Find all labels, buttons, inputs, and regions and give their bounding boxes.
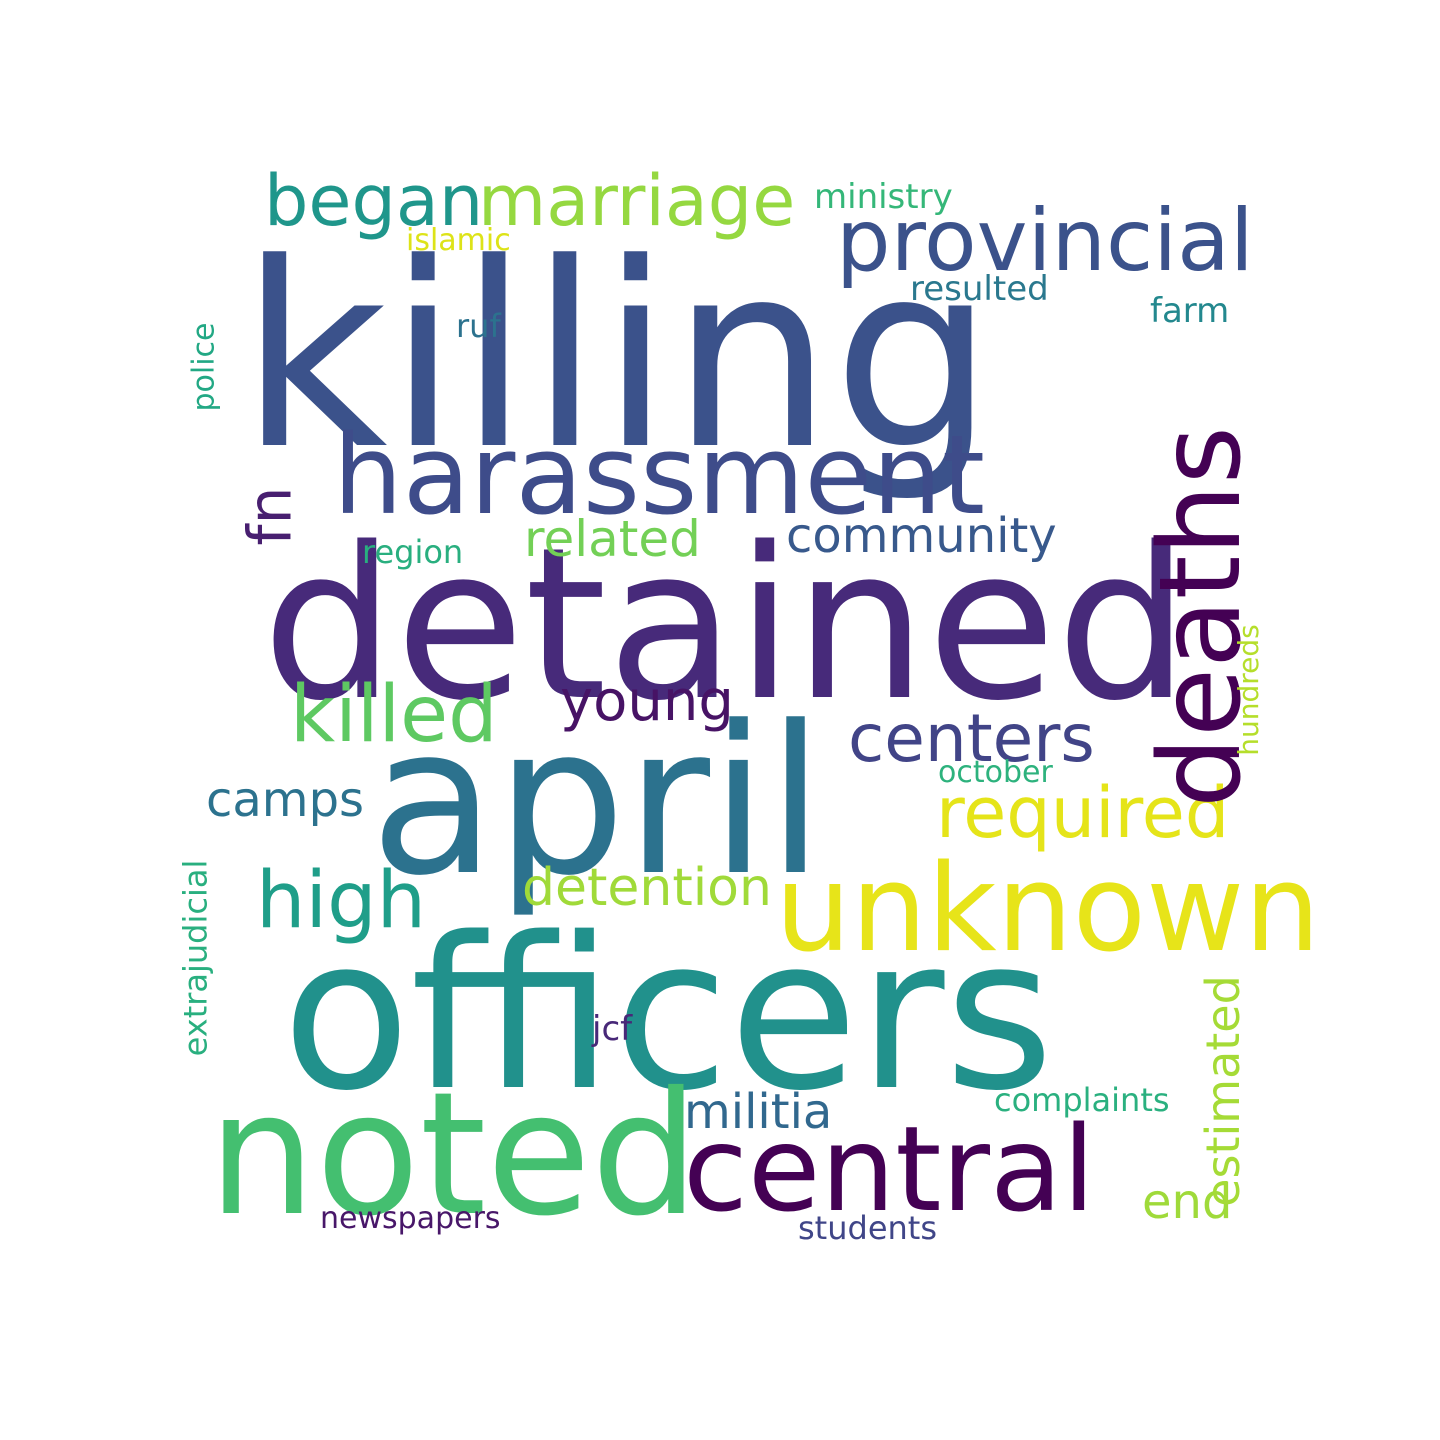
word-unknown: unknown (775, 840, 1321, 979)
word-community: community (786, 508, 1057, 564)
word-high: high (256, 856, 427, 946)
word-militia: militia (684, 1084, 833, 1140)
word-farm: farm (1150, 291, 1230, 331)
word-end: end (1142, 1174, 1233, 1230)
word-complaints: complaints (994, 1081, 1170, 1119)
word-estimated: estimated (1195, 975, 1250, 1207)
word-islamic: islamic (406, 223, 511, 258)
word-police: police (186, 322, 222, 412)
word-newspapers: newspapers (320, 1201, 501, 1236)
word-fn: fn (235, 486, 306, 546)
word-hundreds: hundreds (1231, 624, 1265, 756)
word-young: young (560, 669, 734, 734)
word-camps: camps (206, 772, 365, 828)
word-october: october (938, 755, 1053, 790)
word-related: related (524, 510, 701, 568)
word-began: began (264, 160, 484, 242)
word-detained: detained (262, 502, 1190, 747)
word-killed: killed (290, 670, 498, 760)
word-detention: detention (522, 858, 772, 918)
word-marriage: marriage (478, 160, 796, 242)
word-central: central (683, 1100, 1096, 1238)
word-jcf: jcf (592, 1009, 633, 1049)
word-ministry: ministry (814, 177, 953, 217)
word-ruf: ruf (456, 307, 501, 345)
word-killing: killing (240, 209, 995, 506)
word-centers: centers (848, 700, 1095, 777)
word-harassment: harassment (333, 411, 986, 539)
word-april: april (370, 683, 824, 921)
word-provincial: provincial (836, 191, 1254, 291)
word-region: region (362, 533, 464, 571)
word-required: required (936, 772, 1230, 854)
word-extrajudicial: extrajudicial (176, 859, 215, 1057)
word-students: students (798, 1209, 937, 1247)
word-officers: officers (282, 892, 1054, 1137)
word-resulted: resulted (910, 269, 1049, 309)
word-noted: noted (208, 1056, 699, 1254)
